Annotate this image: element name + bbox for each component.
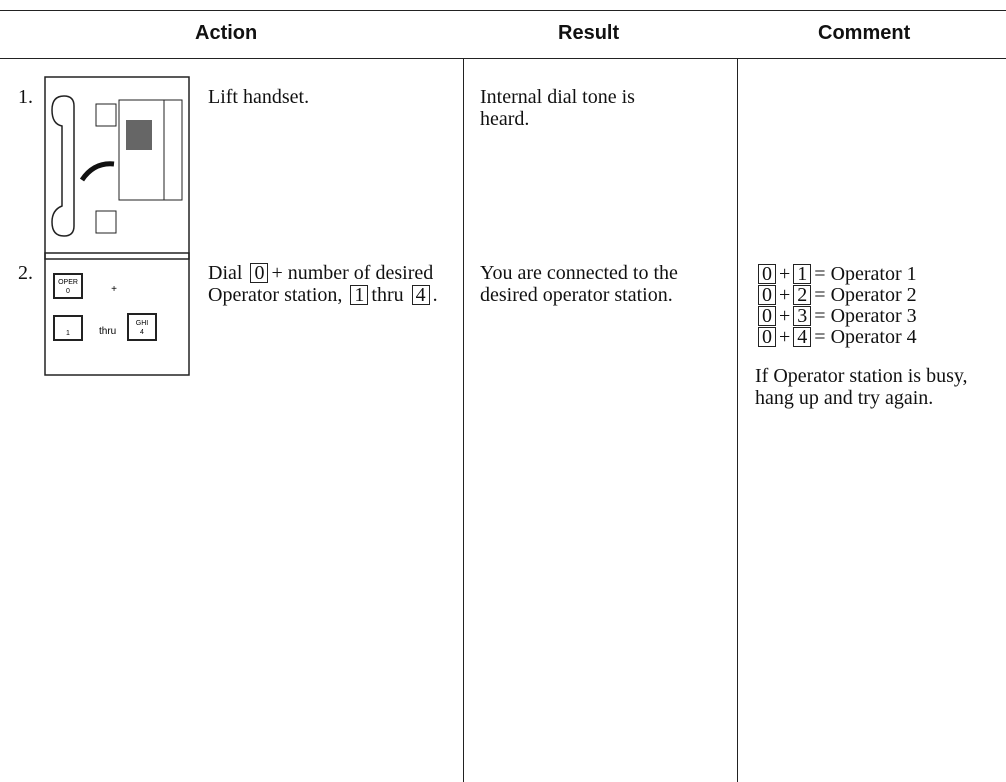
- col-header: Result: [558, 22, 620, 44]
- comment: 0 +1 = Operator 1 0 +2 = Operator 2 0 +3 = Opera…: [755, 264, 917, 348]
- handset-illustration: [44, 76, 190, 260]
- col-header: Action: [195, 22, 258, 44]
- keypad-illustration: OPER 0 + 1 thru GHI 4: [44, 252, 190, 376]
- operator-label: Operator 2: [830, 284, 917, 306]
- key-label: 1: [66, 330, 70, 337]
- key: 0: [758, 285, 776, 305]
- equals: =: [814, 263, 826, 285]
- thru-label: thru: [99, 326, 116, 337]
- comment-line: 0 +2 = Operator 2: [755, 285, 917, 306]
- step-number: 1.: [18, 86, 33, 108]
- key-label: 4: [140, 329, 144, 336]
- plus: +: [779, 263, 791, 285]
- key: 0: [758, 327, 776, 347]
- plus-label: +: [111, 284, 117, 295]
- key: 0: [758, 264, 776, 284]
- rule: [0, 58, 1006, 59]
- operator-label: Operator 3: [830, 305, 917, 327]
- action-text-part: thru: [371, 284, 404, 306]
- key: 3: [793, 306, 812, 326]
- equals: =: [814, 326, 826, 348]
- equals: =: [814, 284, 826, 306]
- key: 2: [793, 285, 812, 305]
- divider: [737, 58, 738, 782]
- divider: [463, 58, 464, 782]
- operator-label: Operator 4: [830, 326, 917, 348]
- key: 1: [793, 264, 812, 284]
- action-text-part: .: [432, 284, 438, 306]
- plus: +: [779, 284, 791, 306]
- key: 4: [793, 327, 812, 347]
- plus: +: [779, 305, 791, 327]
- comment-note: If Operator station is busy, hang up and…: [755, 365, 968, 409]
- key: 0: [758, 306, 776, 326]
- col-header: Comment: [818, 22, 911, 44]
- action-text: Dial 0 + number of desired Operator stati…: [208, 262, 453, 306]
- key: 1: [350, 285, 369, 305]
- equals: =: [814, 305, 826, 327]
- action-text-part: Dial: [208, 262, 243, 284]
- comment-line: 0 +3 = Operator 3: [755, 306, 917, 327]
- result-text: Internal dial tone is heard.: [480, 86, 635, 130]
- step-number: 2.: [18, 262, 33, 284]
- key-label: GHI: [136, 320, 149, 327]
- operator-label: Operator 1: [830, 263, 917, 285]
- action-text: Lift handset.: [208, 86, 310, 108]
- key-label: OPER: [58, 279, 78, 286]
- result-text: You are connected to the desired operato…: [480, 262, 678, 306]
- rule: [0, 10, 1006, 11]
- key: 4: [411, 285, 430, 305]
- comment-line: 0 +4 = Operator 4: [755, 327, 917, 348]
- comment-line: 0 +1 = Operator 1: [755, 264, 917, 285]
- key: 0: [250, 263, 269, 283]
- action-text-part: + number of desired Operator station,: [208, 262, 434, 306]
- key-label: 0: [66, 288, 70, 295]
- plus: +: [779, 326, 791, 348]
